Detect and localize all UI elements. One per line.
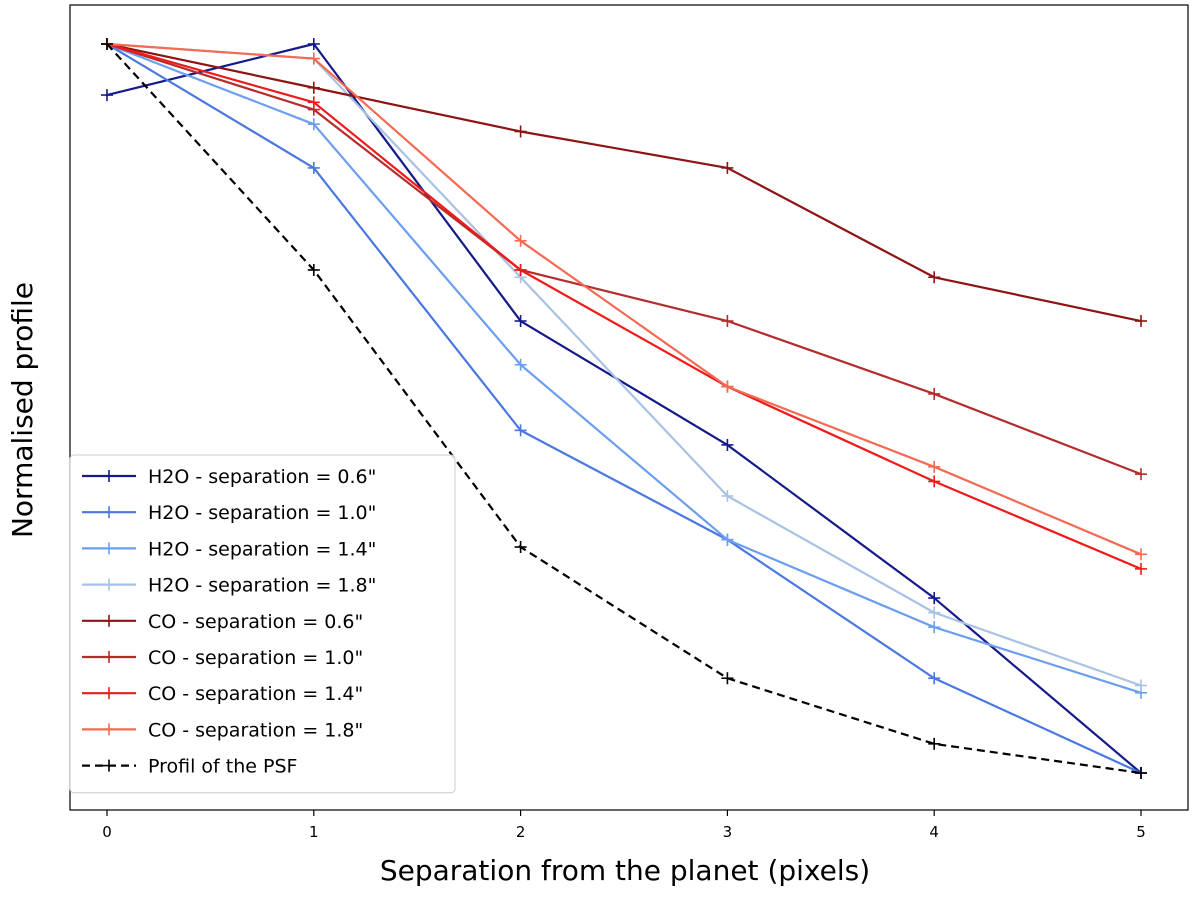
- x-ticks: 0 1 2 3 4 5: [102, 810, 1146, 841]
- series-4: [101, 38, 1147, 328]
- x-tick-label: 0: [102, 823, 112, 841]
- legend-box: [69, 454, 456, 794]
- data-point-marker: [721, 672, 734, 685]
- series-0: [101, 38, 1147, 779]
- series-line: [106, 43, 1142, 775]
- data-point-marker: [307, 38, 320, 50]
- data-point-marker: [514, 125, 527, 138]
- data-point-marker: [514, 234, 527, 247]
- legend-label: H2O - separation = 1.8": [148, 575, 376, 597]
- x-tick-label: 3: [723, 823, 733, 841]
- data-point-marker: [928, 387, 941, 400]
- data-point-marker: [307, 81, 320, 94]
- data-point-marker: [928, 475, 941, 488]
- data-point-marker: [928, 271, 941, 284]
- legend-item: CO - separation = 1.0": [82, 647, 363, 669]
- data-point-marker: [514, 263, 527, 276]
- data-point-marker: [721, 315, 734, 328]
- series-line: [106, 42, 1142, 323]
- legend-label: CO - separation = 1.4": [148, 683, 363, 705]
- data-point-marker: [514, 358, 527, 371]
- legend-label: CO - separation = 1.8": [148, 719, 363, 741]
- data-point-marker: [514, 424, 527, 437]
- series-line: [106, 42, 1142, 694]
- data-point-marker: [307, 161, 320, 174]
- data-point-marker: [721, 161, 734, 174]
- x-axis-label: Separation from the planet (pixels): [380, 854, 870, 887]
- legend-item: H2O - separation = 1.0": [82, 502, 376, 524]
- series-8: [101, 38, 1147, 779]
- legend-item: H2O - separation = 1.4": [82, 538, 376, 560]
- legend: H2O - separation = 0.6" H2O - separation …: [69, 454, 456, 794]
- series-line: [106, 42, 1142, 774]
- data-point-marker: [928, 606, 941, 619]
- data-point-marker: [307, 96, 320, 109]
- legend-item: Profil of the PSF: [82, 756, 297, 778]
- legend-label: Profil of the PSF: [148, 756, 297, 778]
- data-point-marker: [1135, 679, 1147, 692]
- data-point-marker: [928, 737, 941, 750]
- data-point-marker: [514, 315, 527, 328]
- plot-frame: [69, 4, 1189, 811]
- legend-label: H2O - separation = 1.0": [148, 502, 376, 524]
- legend-label: CO - separation = 0.6": [148, 611, 363, 633]
- x-tick-label: 4: [929, 823, 939, 841]
- data-point-marker: [928, 460, 941, 473]
- data-point-marker: [721, 533, 734, 546]
- legend-item: CO - separation = 1.4": [82, 683, 363, 705]
- data-point-marker: [1135, 562, 1147, 575]
- data-point-marker: [928, 621, 941, 634]
- y-axis-label: Normalised profile: [6, 282, 39, 538]
- data-point-marker: [101, 89, 113, 102]
- series-line: [106, 43, 1142, 774]
- series-line: [106, 42, 1142, 570]
- data-point-marker: [1135, 767, 1147, 779]
- legend-item: CO - separation = 0.6": [82, 611, 363, 633]
- legend-item: H2O - separation = 0.6": [82, 466, 376, 488]
- legend-item: H2O - separation = 1.8": [82, 575, 376, 597]
- x-tick-label: 5: [1136, 823, 1146, 841]
- series-lines: [101, 38, 1147, 779]
- legend-label: CO - separation = 1.0": [148, 647, 363, 669]
- legend-label: H2O - separation = 0.6": [148, 466, 376, 488]
- data-point-marker: [928, 672, 941, 685]
- data-point-marker: [1135, 315, 1147, 328]
- data-point-marker: [721, 438, 734, 451]
- data-point-marker: [307, 52, 320, 65]
- data-point-marker: [928, 592, 941, 605]
- legend-label: H2O - separation = 1.4": [148, 538, 376, 560]
- series-line: [106, 42, 1142, 556]
- data-point-marker: [1135, 548, 1147, 561]
- x-tick-label: 1: [309, 823, 319, 841]
- data-point-marker: [307, 118, 320, 131]
- series-2: [101, 38, 1147, 699]
- series-line: [106, 42, 1142, 476]
- data-point-marker: [101, 38, 113, 50]
- legend-item: CO - separation = 1.8": [82, 719, 363, 741]
- data-point-marker: [721, 489, 734, 502]
- series-5: [101, 38, 1147, 481]
- data-point-marker: [514, 541, 527, 554]
- data-point-marker: [721, 380, 734, 393]
- data-point-marker: [307, 263, 320, 276]
- x-tick-label: 2: [516, 823, 526, 841]
- data-point-marker: [1135, 468, 1147, 481]
